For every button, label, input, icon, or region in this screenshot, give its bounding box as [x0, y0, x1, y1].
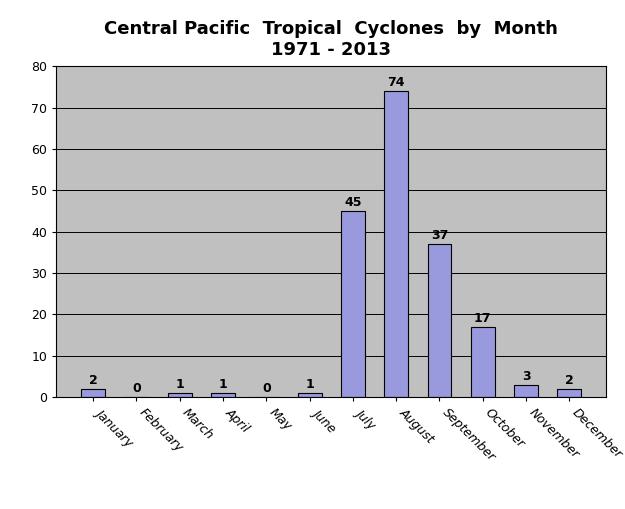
Text: 2: 2	[89, 374, 98, 387]
Text: 1: 1	[219, 378, 228, 391]
Text: 37: 37	[431, 230, 448, 242]
Text: 2: 2	[565, 374, 574, 387]
Text: 1: 1	[176, 378, 184, 391]
Title: Central Pacific  Tropical  Cyclones  by  Month
1971 - 2013: Central Pacific Tropical Cyclones by Mon…	[104, 20, 558, 59]
Text: 74: 74	[388, 76, 405, 90]
Text: 3: 3	[522, 370, 531, 383]
Bar	[298, 393, 321, 397]
Text: 0: 0	[132, 382, 141, 395]
Text: 0: 0	[262, 382, 271, 395]
Bar	[384, 91, 408, 397]
Bar	[558, 389, 581, 397]
Bar	[168, 393, 192, 397]
Bar	[211, 393, 235, 397]
Bar	[428, 244, 451, 397]
Bar	[81, 389, 105, 397]
Text: 17: 17	[474, 312, 491, 325]
Text: 45: 45	[344, 196, 362, 209]
Bar	[341, 211, 365, 397]
Bar	[514, 385, 538, 397]
Text: 1: 1	[305, 378, 314, 391]
Bar	[471, 327, 494, 397]
